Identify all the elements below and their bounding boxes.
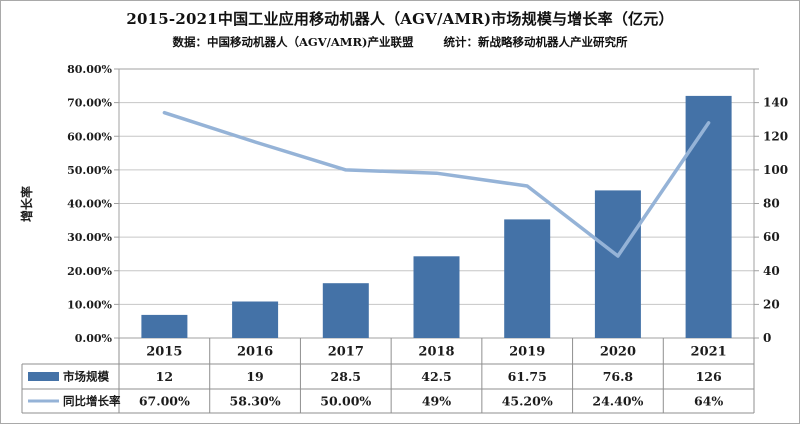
right-axis-tick-label: 80 <box>763 197 780 211</box>
year-cell: 2021 <box>691 345 727 360</box>
chart-statistics-source: 统计：新战略移动机器人产业研究所 <box>443 35 628 49</box>
chart-subtitle: 数据：中国移动机器人（AGV/AMR)产业联盟 统计：新战略移动机器人产业研究所 <box>1 34 799 50</box>
value-cell: 50.00% <box>320 394 371 409</box>
year-cell: 2015 <box>146 345 182 360</box>
left-axis-tick-label: 0.00% <box>75 332 113 345</box>
left-axis-tick-label: 30.00% <box>67 231 112 244</box>
right-axis-tick-label: 100 <box>763 163 788 177</box>
year-cell: 2019 <box>509 345 545 360</box>
year-cell: 2017 <box>328 345 364 360</box>
right-axis-tick-label: 40 <box>763 264 780 278</box>
value-cell: 49% <box>422 394 451 409</box>
value-cell: 61.75 <box>508 369 547 384</box>
value-cell: 28.5 <box>331 369 361 384</box>
bar <box>504 219 551 338</box>
bar <box>685 95 732 339</box>
left-axis-title: 增长率 <box>19 186 34 222</box>
series-label: 市场规模 <box>63 370 109 384</box>
growth-line <box>162 110 711 258</box>
right-axis-tick-label: 60 <box>763 230 780 244</box>
chart-title: 2015-2021中国工业应用移动机器人（AGV/AMR)市场规模与增长率（亿元… <box>126 10 674 28</box>
left-axis-tick-label: 70.00% <box>67 97 112 110</box>
left-axis-tick-label: 40.00% <box>67 198 112 211</box>
bar <box>232 301 279 338</box>
year-cell: 2016 <box>237 345 273 360</box>
chart-data-source: 数据：中国移动机器人（AGV/AMR)产业联盟 <box>172 35 414 49</box>
year-cell: 2018 <box>418 345 454 360</box>
legend-bar-swatch <box>28 372 59 381</box>
bar <box>322 283 369 338</box>
left-axis-tick-label: 60.00% <box>67 130 112 143</box>
right-axis-tick-label: 120 <box>763 129 788 143</box>
left-axis-tick-label: 80.00% <box>67 63 112 76</box>
value-cell: 126 <box>696 369 722 384</box>
bar <box>141 314 188 338</box>
left-axis-tick-label: 50.00% <box>67 164 112 177</box>
value-cell: 12 <box>156 369 173 384</box>
left-axis-tick-label: 10.00% <box>67 298 112 311</box>
legend-line-swatch <box>28 399 59 403</box>
value-cell: 64% <box>694 394 723 409</box>
bar <box>413 256 460 338</box>
right-axis-tick-label: 140 <box>763 96 788 110</box>
left-axis-tick-label: 20.00% <box>67 265 112 278</box>
value-cell: 76.8 <box>603 369 634 384</box>
value-cell: 67.00% <box>139 394 190 409</box>
value-cell: 19 <box>246 369 263 384</box>
year-cell: 2020 <box>600 345 636 360</box>
value-cell: 42.5 <box>421 369 451 384</box>
right-axis-tick-label: 0 <box>763 331 771 345</box>
series-label: 同比增长率 <box>63 394 121 408</box>
right-axis-tick-label: 20 <box>763 297 780 311</box>
value-cell: 24.40% <box>592 394 643 409</box>
value-cell: 58.30% <box>230 394 281 409</box>
bar <box>594 190 641 338</box>
value-cell: 45.20% <box>502 394 553 409</box>
